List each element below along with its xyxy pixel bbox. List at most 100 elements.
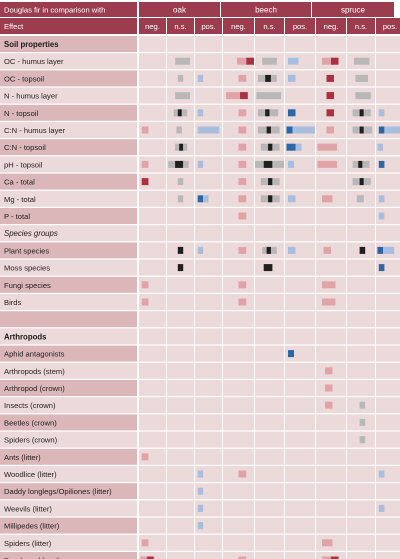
grid-cell <box>139 225 166 242</box>
row-label-cell-fungi-species <box>0 276 137 293</box>
grid-cell <box>167 431 194 448</box>
row-label-cell-n-topsoil <box>0 104 137 121</box>
grid-cell <box>167 276 194 293</box>
grid-cell <box>376 345 400 362</box>
grid-cell <box>285 552 315 559</box>
row-label-cell-birds <box>0 294 137 310</box>
mark-c-n-humus-layer-spruce-ns-ns <box>363 126 373 134</box>
grid-cell <box>255 294 284 310</box>
grid-cell <box>195 70 222 87</box>
row-label-insects-crown: Insects (crown) <box>4 401 56 410</box>
mark-n-topsoil-spruce-ns-ns <box>363 109 371 117</box>
column-label-oak-neg: neg. <box>145 22 160 31</box>
grid-cell <box>255 345 284 362</box>
grid-cell <box>376 552 400 559</box>
mark-oc-topsoil-beech-pos-pos <box>288 74 296 82</box>
row-header-label: Effect <box>4 22 24 31</box>
grid-cell <box>139 328 166 345</box>
grid-cell <box>376 87 400 104</box>
mark-plant-species-beech-ns-ns <box>262 246 267 254</box>
mark-c-n-humus-layer-beech-pos-pos_strong <box>286 126 293 134</box>
row-label-cell-p-total <box>0 208 137 224</box>
grid-cell <box>139 87 166 104</box>
row-label-oc-humus-layer: OC - humus layer <box>4 57 64 66</box>
grid-cell <box>376 380 400 396</box>
row-label-cell-ph-topsoil <box>0 156 137 173</box>
mark-n-topsoil-spruce-ns-ns_strong <box>359 109 364 117</box>
grid-cell <box>255 466 284 482</box>
grid-cell <box>285 380 315 396</box>
mark-arthropod-crown-spruce-neg-neg <box>325 384 333 392</box>
mark-mg-total-beech-neg-neg <box>238 195 247 203</box>
mark-ph-topsoil-beech-ns-ns_strong <box>263 160 273 168</box>
grid-cell <box>195 276 222 293</box>
column-label-oak-ns: n.s. <box>174 22 186 31</box>
grid-cell <box>347 552 375 559</box>
grid-cell <box>223 414 254 431</box>
mark-ph-topsoil-oak-neg-neg <box>141 160 149 168</box>
mark-oc-humus-layer-oak-ns-ns <box>175 57 190 65</box>
grid-cell <box>347 345 375 362</box>
grid-cell <box>316 431 346 448</box>
grid-cell <box>167 466 194 482</box>
grid-cell <box>195 328 222 345</box>
row-label-ph-topsoil: pH - topsoil <box>4 160 43 169</box>
mark-c-n-humus-layer-spruce-pos-pos <box>384 126 400 134</box>
grid-cell <box>285 517 315 534</box>
grid-cell <box>223 36 254 52</box>
grid-cell <box>376 431 400 448</box>
row-label-moss-species: Moss species <box>4 264 50 273</box>
mark-c-n-humus-layer-spruce-ns-ns_strong <box>359 126 364 134</box>
mark-moss-species-beech-ns-ns_strong <box>263 264 273 272</box>
grid-cell <box>347 534 375 551</box>
mark-plant-species-spruce-neg-neg <box>323 246 331 254</box>
grid-cell <box>347 448 375 465</box>
marks-layer <box>140 57 400 559</box>
grid-cell <box>139 483 166 500</box>
mark-n-topsoil-beech-ns-ns_strong <box>265 109 270 117</box>
grid-cell <box>347 483 375 500</box>
row-label-spiders-crown: Spiders (crown) <box>4 436 58 445</box>
grid-cell <box>195 448 222 465</box>
mark-c-n-topsoil-beech-ns-ns <box>260 143 269 151</box>
chart-title: Douglas fir in comparison with <box>4 6 105 15</box>
mark-c-n-topsoil-beech-pos-pos_strong <box>286 143 296 151</box>
mark-oc-humus-layer-beech-neg-neg_strong <box>246 57 254 65</box>
grid-cell <box>285 259 315 276</box>
grid-cell <box>316 448 346 465</box>
grid-cell <box>285 397 315 414</box>
mark-c-n-humus-layer-beech-ns-ns <box>270 126 280 134</box>
grid-cell <box>316 225 346 242</box>
grid-cell <box>255 276 284 293</box>
mark-ants-litter-oak-neg-neg <box>141 453 149 461</box>
grid-cell <box>139 53 166 70</box>
column-label-oak-pos: pos. <box>201 22 215 31</box>
row-label-cell-deadwood-beetles <box>0 552 137 559</box>
grid-cell <box>285 345 315 362</box>
mark-woodlice-litter-spruce-pos-pos <box>378 470 385 478</box>
grid-cell <box>139 173 166 190</box>
grid-cell <box>255 483 284 500</box>
mark-arthropods-stem-spruce-neg-neg <box>325 367 333 375</box>
mark-c-n-humus-layer-spruce-ns-ns <box>352 126 360 134</box>
mark-mg-total-beech-ns-ns_strong <box>268 195 273 203</box>
mark-ph-topsoil-spruce-neg-neg <box>317 160 337 168</box>
grid-cell <box>376 276 400 293</box>
grid-cell <box>139 362 166 379</box>
grid-cell <box>376 104 400 121</box>
grid-cell <box>167 448 194 465</box>
row-label-n-topsoil: N - topsoil <box>4 109 38 118</box>
row-label-arthropods: Arthropods <box>4 332 47 341</box>
grid-cell <box>223 328 254 345</box>
mark-c-n-humus-layer-oak-neg-neg <box>141 126 149 134</box>
row-label-millipedes-litter: Millipedes (litter) <box>4 522 60 531</box>
mark-c-n-humus-layer-spruce-neg-neg <box>326 126 334 134</box>
mark-oc-humus-layer-spruce-neg-neg <box>322 57 331 65</box>
grid-cell <box>255 414 284 431</box>
grid-cell <box>223 225 254 242</box>
grid-cell <box>139 311 166 328</box>
mark-ph-topsoil-spruce-pos-pos_strong <box>378 160 385 168</box>
grid-cell <box>376 483 400 500</box>
mark-daddy-longlegs-opiliones-litter-oak-pos-pos <box>197 487 204 495</box>
grid-cell <box>195 87 222 104</box>
